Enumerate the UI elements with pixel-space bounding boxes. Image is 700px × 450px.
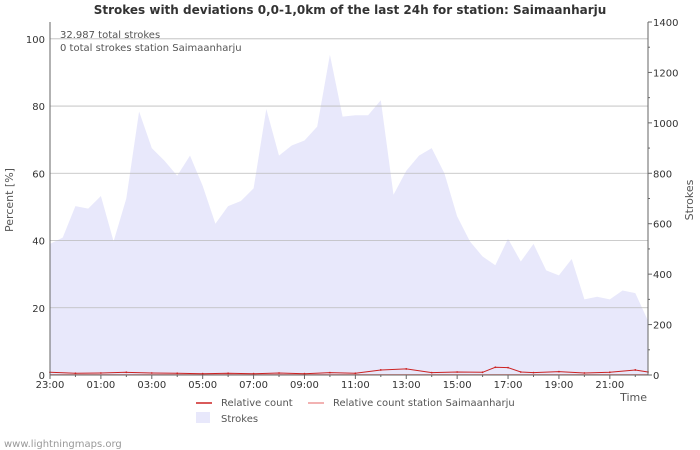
x-tick-label: 07:00 — [239, 380, 268, 391]
y-right-tick-label: 800 — [653, 169, 672, 180]
x-tick-label: 17:00 — [494, 380, 523, 391]
relative-count-point — [481, 371, 484, 374]
relative-count-point — [354, 372, 357, 375]
y-right-tick-label: 200 — [653, 321, 672, 332]
relative-count-point — [201, 372, 204, 375]
y-right-tick-label: 0 — [653, 371, 659, 382]
relative-count-point — [150, 372, 153, 374]
y-right-tick-label: 600 — [653, 220, 672, 231]
relative-count-point — [176, 372, 179, 375]
x-axis-label: Time — [619, 391, 647, 404]
legend-swatch-strokes — [196, 412, 210, 423]
relative-count-point — [608, 371, 611, 374]
legend-label-station: Relative count station Saimaanharju — [333, 398, 515, 409]
legend-label-strokes: Strokes — [221, 414, 258, 425]
chart-title: Strokes with deviations 0,0-1,0km of the… — [94, 3, 607, 17]
x-tick-label: 13:00 — [392, 380, 421, 391]
relative-count-point — [430, 371, 433, 374]
y-left-axis-label: Percent [%] — [3, 168, 16, 232]
annotation-station-strokes: 0 total strokes station Saimaanharju — [60, 43, 242, 54]
y-right-tick-label: 1000 — [653, 119, 678, 130]
relative-count-point — [278, 372, 280, 374]
y-left-tick-label: 60 — [32, 169, 45, 180]
strokes-area — [50, 54, 648, 376]
relative-count-point — [583, 372, 586, 374]
relative-count-point — [74, 372, 77, 375]
y-left-tick-label: 80 — [32, 102, 45, 113]
x-tick-label: 11:00 — [341, 380, 370, 391]
y-right-tick-label: 1200 — [653, 68, 678, 79]
relative-count-point — [303, 372, 306, 375]
relative-count-point — [252, 372, 255, 375]
y-left-tick-label: 20 — [32, 304, 45, 315]
relative-count-point — [456, 371, 459, 373]
x-tick-label: 19:00 — [545, 380, 574, 391]
relative-count-point — [379, 369, 382, 371]
x-tick-label: 23:00 — [36, 380, 65, 391]
y-right-tick-label: 400 — [653, 270, 672, 281]
relative-count-point — [125, 371, 128, 374]
y-right-axis-label: Strokes — [683, 179, 696, 220]
axis-layer: 020406080100020040060080010001200140023:… — [26, 18, 679, 391]
y-left-tick-label: 100 — [26, 35, 45, 46]
relative-count-point — [405, 368, 408, 370]
relative-count-point — [558, 370, 560, 373]
x-tick-label: 03:00 — [137, 380, 166, 391]
legend-label-relative-count: Relative count — [221, 398, 293, 409]
x-tick-label: 05:00 — [188, 380, 217, 391]
relative-count-point — [494, 366, 497, 369]
relative-count-point — [519, 371, 522, 373]
y-left-tick-label: 40 — [32, 237, 45, 248]
y-right-tick-label: 1400 — [653, 18, 678, 29]
x-tick-label: 15:00 — [443, 380, 472, 391]
strokes-area-layer — [50, 54, 648, 376]
annotation-total-strokes: 32.987 total strokes — [60, 30, 160, 41]
relative-count-point — [507, 366, 509, 369]
legend: Relative count Relative count station Sa… — [196, 398, 515, 425]
relative-count-point — [227, 372, 230, 375]
footer-credit: www.lightningmaps.org — [4, 439, 122, 450]
relative-count-point — [99, 372, 102, 374]
x-tick-label: 09:00 — [290, 380, 319, 391]
x-tick-label: 21:00 — [595, 380, 624, 391]
y-left-tick-label: 0 — [39, 371, 45, 382]
x-tick-label: 01:00 — [86, 380, 115, 391]
relative-count-point — [634, 369, 637, 371]
relative-count-point — [532, 371, 535, 374]
grid-layer — [50, 38, 648, 309]
relative-count-point — [329, 371, 331, 374]
